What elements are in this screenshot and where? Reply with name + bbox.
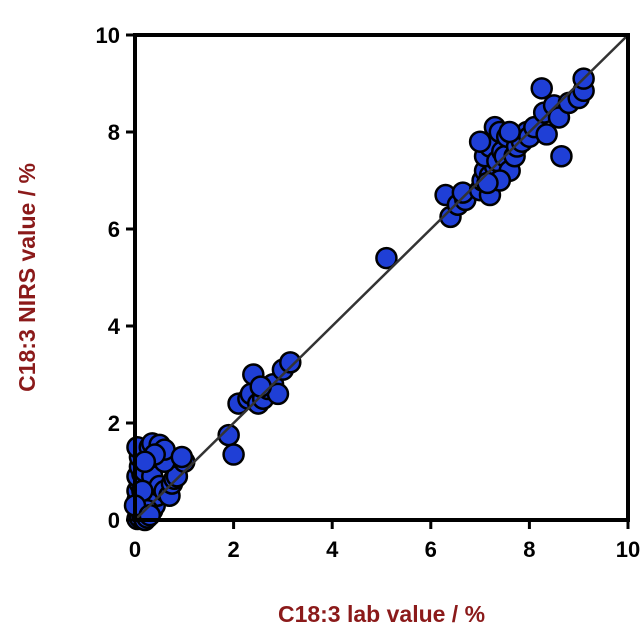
y-axis-ticks: 0 2 4 6 8 10 bbox=[96, 23, 135, 533]
y-axis-title: C18:3 NIRS value / % bbox=[14, 163, 40, 392]
data-point-86 bbox=[498, 120, 521, 144]
data-point-39 bbox=[170, 445, 194, 469]
x-tick-label-2: 4 bbox=[326, 537, 339, 562]
x-tick-label-4: 8 bbox=[523, 537, 535, 562]
x-tick-label-1: 2 bbox=[227, 537, 239, 562]
x-tick-label-5: 10 bbox=[616, 537, 640, 562]
data-point-57 bbox=[249, 375, 272, 398]
y-tick-label-0: 0 bbox=[108, 508, 120, 533]
y-tick-label-3: 6 bbox=[108, 217, 120, 242]
y-tick-label-1: 2 bbox=[108, 411, 120, 436]
data-point-58 bbox=[375, 246, 398, 270]
data-point-74 bbox=[468, 130, 492, 153]
x-tick-label-0: 0 bbox=[129, 537, 141, 562]
y-tick-label-2: 4 bbox=[108, 314, 121, 339]
data-point-45 bbox=[222, 443, 245, 466]
y-tick-label-5: 10 bbox=[96, 23, 120, 48]
data-point-56 bbox=[279, 351, 302, 374]
x-axis-ticks: 0 2 4 6 8 10 bbox=[129, 520, 640, 562]
data-point-89 bbox=[530, 77, 553, 100]
x-tick-label-3: 6 bbox=[425, 537, 437, 562]
data-point-43 bbox=[138, 503, 162, 527]
x-axis-title: C18:3 lab value / % bbox=[278, 601, 485, 627]
data-point-94 bbox=[550, 145, 573, 168]
data-point-91 bbox=[535, 123, 558, 146]
reference-line bbox=[134, 34, 629, 521]
y-tick-label-4: 8 bbox=[108, 120, 120, 145]
data-point-37 bbox=[133, 450, 157, 474]
plot-frame bbox=[133, 33, 630, 522]
data-point-88 bbox=[476, 171, 499, 195]
